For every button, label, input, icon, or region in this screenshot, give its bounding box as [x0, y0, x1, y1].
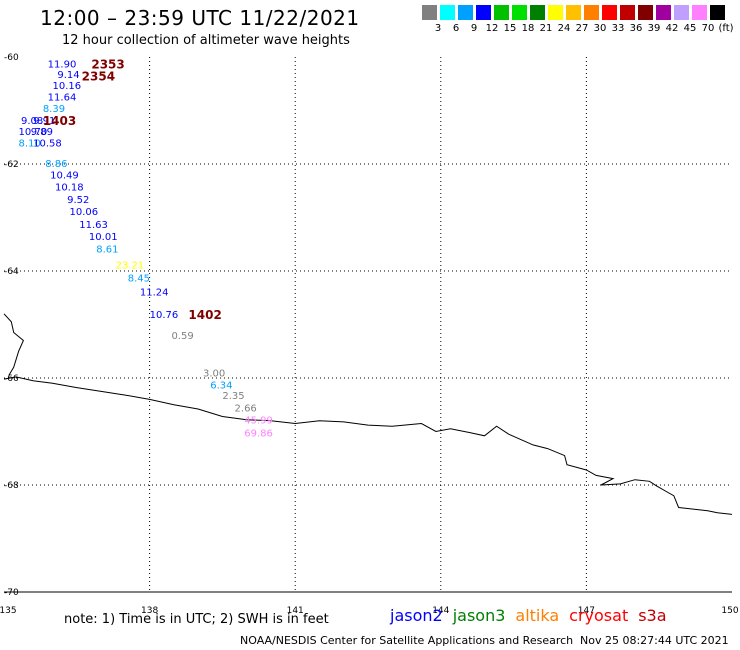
wave-height-value: 10.58 [33, 139, 62, 150]
wave-height-value: 10.49 [50, 171, 79, 182]
lat-tick-label: -66 [4, 374, 19, 384]
scale-swatch [530, 5, 545, 20]
lat-tick-label: -68 [4, 481, 19, 491]
scale-label: 33 [611, 23, 625, 34]
lon-tick-label: 150 [721, 606, 738, 616]
scale-swatch [440, 5, 455, 20]
satellite-legend: jason2 jason3 altika cryosat s3a [390, 606, 677, 625]
scale-swatch [656, 5, 671, 20]
scale-label: 6 [452, 23, 460, 34]
wave-height-value: 8.86 [45, 159, 67, 170]
scale-label: (ft) [718, 23, 734, 34]
wave-height-value: 8.61 [96, 245, 118, 256]
scale-label: 9 [470, 23, 478, 34]
wave-height-value: 45.99 [244, 416, 273, 427]
legend-cryosat: cryosat [569, 606, 629, 625]
scale-swatch [692, 5, 707, 20]
coastline-path [3, 376, 733, 515]
scale-label: 3 [434, 23, 442, 34]
scale-swatch [548, 5, 563, 20]
lon-tick-label: 135 [0, 606, 17, 616]
wave-height-value: 9.89 [31, 127, 53, 138]
legend-s3a: s3a [638, 606, 667, 625]
pass-time-label: 2353 [91, 57, 124, 71]
coastline-path [3, 313, 25, 376]
wave-height-value: 11.63 [79, 220, 108, 231]
scale-swatch [620, 5, 635, 20]
scale-swatch [602, 5, 617, 20]
lon-tick-label: 147 [578, 606, 595, 616]
scale-label: 39 [647, 23, 661, 34]
scale-swatch [584, 5, 599, 20]
scale-swatch [422, 5, 437, 20]
wave-height-value: 8.45 [128, 273, 150, 284]
scale-swatch [458, 5, 473, 20]
scale-label: 42 [665, 23, 679, 34]
scale-label: 36 [629, 23, 643, 34]
scale-label: 70 [701, 23, 715, 34]
scale-label: 24 [557, 23, 571, 34]
footnote: note: 1) Time is in UTC; 2) SWH is in fe… [64, 612, 329, 627]
wave-height-value: 10.18 [55, 182, 84, 193]
legend-altika: altika [515, 606, 560, 625]
scale-swatch [566, 5, 581, 20]
wave-height-value: 8.10 [19, 139, 41, 150]
scale-label: 15 [503, 23, 517, 34]
wave-height-value: 9.08 [21, 116, 43, 127]
lat-tick-label: -60 [4, 53, 19, 63]
legend-jason3: jason3 [452, 606, 506, 625]
lon-tick-label: 144 [432, 606, 449, 616]
lon-tick-label: 141 [287, 606, 304, 616]
wave-height-observations: 11.909.1410.1611.648.399.089.9110.709.89… [19, 59, 273, 439]
wave-height-value: 2.35 [222, 391, 244, 402]
lat-tick-label: -70 [4, 588, 19, 598]
lat-lon-grid [4, 57, 732, 592]
scale-label: 27 [575, 23, 589, 34]
wave-height-value: 11.90 [48, 59, 77, 70]
map-title: 12:00 – 23:59 UTC 11/22/2021 [40, 6, 360, 30]
scale-swatch [476, 5, 491, 20]
wave-height-value: 11.24 [140, 287, 169, 298]
wave-height-value: 6.34 [210, 380, 232, 391]
pass-time-label: 2354 [82, 70, 115, 84]
wave-height-value: 9.14 [57, 70, 79, 81]
wave-height-value: 9.52 [67, 195, 89, 206]
wave-height-value: 8.39 [43, 104, 65, 115]
wave-height-value: 69.86 [244, 429, 273, 440]
wave-height-value: 2.66 [235, 403, 257, 414]
wave-height-value: 10.76 [150, 310, 179, 321]
scale-swatch [494, 5, 509, 20]
legend-jason2: jason2 [390, 606, 443, 625]
credit-line: NOAA/NESDIS Center for Satellite Applica… [240, 634, 574, 647]
generation-timestamp: Nov 25 08:27:44 UTC 2021 [580, 634, 729, 647]
scale-label: 12 [485, 23, 499, 34]
scale-label: 45 [683, 23, 697, 34]
wave-height-value: 0.59 [171, 331, 193, 342]
wave-height-value: 11.64 [48, 93, 77, 104]
scale-label: 30 [593, 23, 607, 34]
antarctic-coastline [3, 313, 733, 515]
map-subtitle: 12 hour collection of altimeter wave hei… [62, 33, 350, 48]
wave-height-value: 9.91 [33, 116, 55, 127]
wave-height-value: 10.16 [53, 81, 82, 92]
axis-tick-labels: 135 138 141 144 147 150 -60 -62 -64 -66 -68 -70 [0, 53, 739, 616]
lat-tick-label: -64 [4, 267, 19, 277]
wave-height-value: 10.01 [89, 232, 118, 243]
wave-height-value: 3.00 [203, 369, 225, 380]
pass-time-label: 1402 [188, 308, 221, 322]
wave-height-value: 10.70 [19, 127, 48, 138]
scale-swatch [674, 5, 689, 20]
scale-label: 21 [539, 23, 553, 34]
wave-height-value: 23.21 [116, 261, 145, 272]
scale-swatch [512, 5, 527, 20]
scale-label: 18 [521, 23, 535, 34]
lat-tick-label: -62 [4, 160, 19, 170]
scale-swatch [710, 5, 725, 20]
lon-tick-label: 138 [141, 606, 158, 616]
pass-time-label: 1403 [43, 114, 76, 128]
wave-height-value: 10.06 [70, 207, 99, 218]
scale-swatch [638, 5, 653, 20]
